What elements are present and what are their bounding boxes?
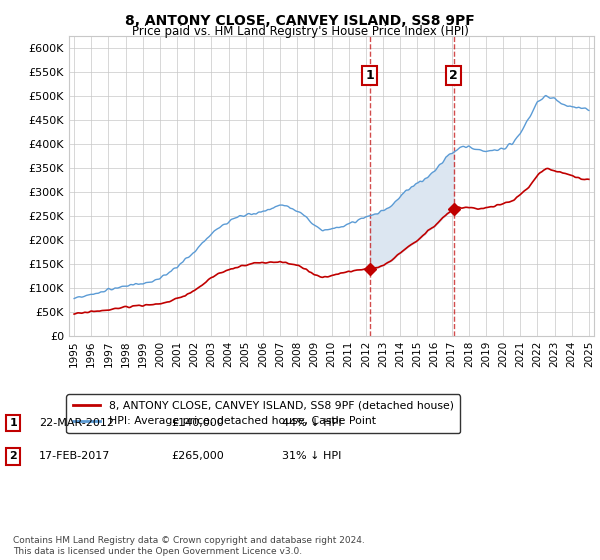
Text: £265,000: £265,000	[171, 451, 224, 461]
Text: 2: 2	[449, 69, 458, 82]
Legend: 8, ANTONY CLOSE, CANVEY ISLAND, SS8 9PF (detached house), HPI: Average price, de: 8, ANTONY CLOSE, CANVEY ISLAND, SS8 9PF …	[67, 394, 460, 433]
Text: 44% ↓ HPI: 44% ↓ HPI	[282, 418, 341, 428]
Text: 17-FEB-2017: 17-FEB-2017	[39, 451, 110, 461]
Text: Price paid vs. HM Land Registry's House Price Index (HPI): Price paid vs. HM Land Registry's House …	[131, 25, 469, 38]
Text: 2: 2	[10, 451, 17, 461]
Text: 22-MAR-2012: 22-MAR-2012	[39, 418, 114, 428]
Text: 1: 1	[10, 418, 17, 428]
Text: Contains HM Land Registry data © Crown copyright and database right 2024.
This d: Contains HM Land Registry data © Crown c…	[13, 536, 365, 556]
Text: 8, ANTONY CLOSE, CANVEY ISLAND, SS8 9PF: 8, ANTONY CLOSE, CANVEY ISLAND, SS8 9PF	[125, 14, 475, 28]
Text: 31% ↓ HPI: 31% ↓ HPI	[282, 451, 341, 461]
Text: 1: 1	[365, 69, 374, 82]
Text: £140,000: £140,000	[171, 418, 224, 428]
